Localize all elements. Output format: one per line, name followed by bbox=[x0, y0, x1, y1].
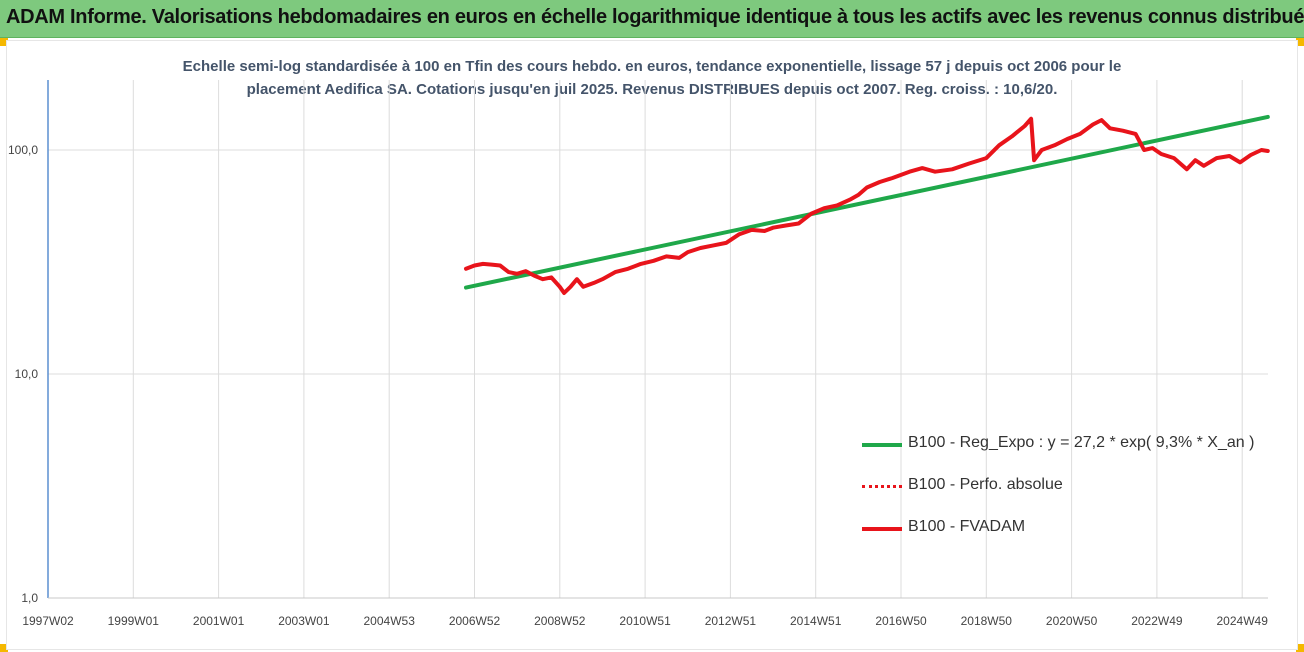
series-line-reg-expo bbox=[464, 114, 1270, 290]
x-tick-label: 2004W53 bbox=[364, 614, 416, 628]
chart-area bbox=[6, 40, 1298, 650]
corner-marker-bottom-left bbox=[0, 644, 8, 652]
x-tick-label: 2022W49 bbox=[1131, 614, 1183, 628]
x-tick-label: 2020W50 bbox=[1046, 614, 1098, 628]
legend-item-perfo-absolue: B100 - Perfo. absolue bbox=[862, 474, 1282, 498]
legend-label: B100 - Reg_Expo : y = 27,2 * exp( 9,3% *… bbox=[908, 434, 1255, 451]
x-tick-label: 2003W01 bbox=[278, 614, 330, 628]
x-tick-label: 1997W02 bbox=[22, 614, 74, 628]
x-tick-label: 2010W51 bbox=[619, 614, 671, 628]
legend-label: B100 - FVADAM bbox=[908, 518, 1026, 535]
legend-item-reg-expo: B100 - Reg_Expo : y = 27,2 * exp( 9,3% *… bbox=[862, 432, 1282, 456]
x-tick-label: 2016W50 bbox=[875, 614, 927, 628]
x-tick-label: 2012W51 bbox=[705, 614, 757, 628]
legend-swatch-red-dotted-line bbox=[862, 485, 902, 488]
title-banner: ADAM Informe. Valorisations hebdomadaire… bbox=[0, 0, 1304, 38]
y-tick-label: 100,0 bbox=[8, 143, 38, 157]
y-tick-label: 1,0 bbox=[21, 591, 38, 605]
legend-swatch-green-line bbox=[862, 443, 902, 447]
corner-marker-top-right bbox=[1296, 38, 1304, 46]
legend-swatch-red-line bbox=[862, 527, 902, 531]
corner-marker-bottom-right bbox=[1296, 644, 1304, 652]
x-tick-label: 2006W52 bbox=[449, 614, 501, 628]
legend-item-fvadam: B100 - FVADAM bbox=[862, 516, 1282, 540]
x-tick-label: 2018W50 bbox=[961, 614, 1013, 628]
x-tick-label: 1999W01 bbox=[108, 614, 160, 628]
y-tick-label: 10,0 bbox=[15, 367, 39, 381]
chart-title-line-1: Echelle semi-log standardisée à 100 en T… bbox=[182, 58, 1122, 75]
legend-label: B100 - Perfo. absolue bbox=[908, 476, 1063, 493]
chart-title-line-2: placement Aedifica SA. Cotations jusqu'e… bbox=[246, 81, 1058, 98]
x-tick-label: 2024W49 bbox=[1217, 614, 1269, 628]
x-tick-label: 2001W01 bbox=[193, 614, 245, 628]
x-tick-label: 2014W51 bbox=[790, 614, 842, 628]
series-line-fvadam bbox=[464, 116, 1270, 295]
corner-marker-top-left bbox=[0, 38, 8, 46]
x-tick-label: 2008W52 bbox=[534, 614, 586, 628]
page-title: ADAM Informe. Valorisations hebdomadaire… bbox=[6, 6, 1304, 28]
